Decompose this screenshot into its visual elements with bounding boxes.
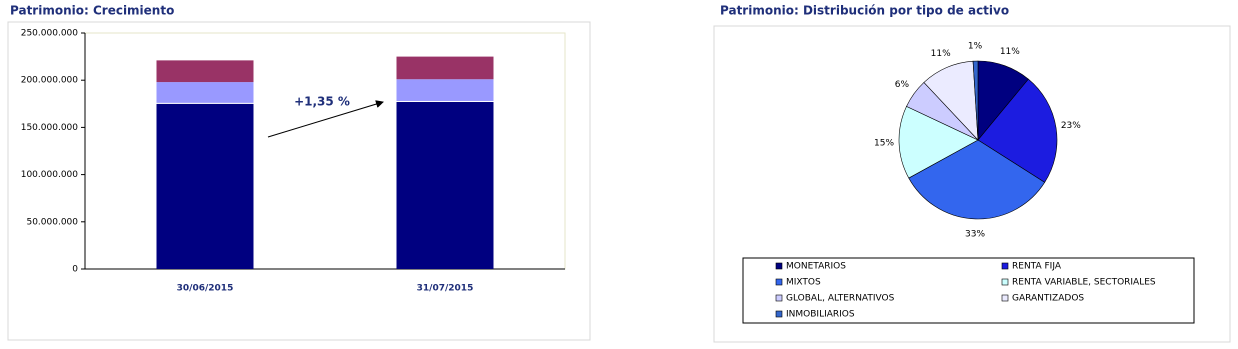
pie-slice bbox=[972, 60, 979, 141]
legend-swatch bbox=[1001, 278, 1009, 286]
pie-label: 11% bbox=[1000, 47, 1020, 57]
pie-label: 33% bbox=[965, 229, 985, 239]
pie-label: 1% bbox=[968, 42, 983, 52]
bar-segment bbox=[156, 103, 254, 269]
legend-swatch bbox=[1001, 262, 1009, 270]
y-tick-label: 200.000.000 bbox=[21, 76, 79, 86]
pie-slice bbox=[977, 78, 1058, 183]
y-tick-label: 0 bbox=[72, 265, 78, 275]
legend-label: RENTA VARIABLE, SECTORIALES bbox=[1012, 278, 1156, 288]
legend-swatch bbox=[775, 294, 783, 302]
chart-title: Patrimonio: Distribución por tipo de act… bbox=[720, 4, 1009, 18]
bar-segment bbox=[156, 82, 254, 103]
legend-swatch bbox=[775, 278, 783, 286]
bar-segment bbox=[156, 60, 254, 83]
bar-segment bbox=[396, 79, 494, 101]
legend-swatch bbox=[775, 262, 783, 270]
bar-segment bbox=[396, 101, 494, 269]
left-panel bbox=[7, 21, 591, 341]
x-tick-label: 31/07/2015 bbox=[417, 284, 474, 294]
legend-label: RENTA FIJA bbox=[1012, 262, 1062, 272]
x-tick-label: 30/06/2015 bbox=[177, 284, 234, 294]
legend-label: GLOBAL, ALTERNATIVOS bbox=[786, 294, 895, 304]
annotation: +1,35 % bbox=[294, 95, 350, 109]
bar-segment bbox=[396, 56, 494, 80]
legend-box bbox=[742, 257, 1195, 324]
bar-segment bbox=[396, 100, 494, 102]
y-tick-label: 100.000.000 bbox=[21, 170, 79, 180]
legend-label: INMOBILIARIOS bbox=[786, 310, 855, 320]
y-tick-label: 150.000.000 bbox=[21, 123, 79, 133]
pie-slice bbox=[908, 139, 1046, 220]
legend-label: MONETARIOS bbox=[786, 262, 846, 272]
pie-label: 6% bbox=[895, 80, 910, 90]
y-tick-label: 250.000.000 bbox=[21, 29, 79, 39]
legend-label: MIXTOS bbox=[786, 278, 821, 288]
legend-swatch bbox=[1001, 294, 1009, 302]
pie-label: 11% bbox=[931, 49, 951, 59]
growth-arrow bbox=[267, 100, 384, 138]
pie-label: 15% bbox=[874, 138, 894, 148]
legend-swatch bbox=[775, 310, 783, 318]
legend-label: GARANTIZADOS bbox=[1012, 294, 1084, 304]
pie-label: 23% bbox=[1061, 121, 1081, 131]
chart-title: Patrimonio: Crecimiento bbox=[10, 4, 174, 18]
bar-segment bbox=[156, 102, 254, 104]
pie-slice bbox=[898, 105, 979, 179]
y-tick-label: 50.000.000 bbox=[26, 217, 78, 227]
